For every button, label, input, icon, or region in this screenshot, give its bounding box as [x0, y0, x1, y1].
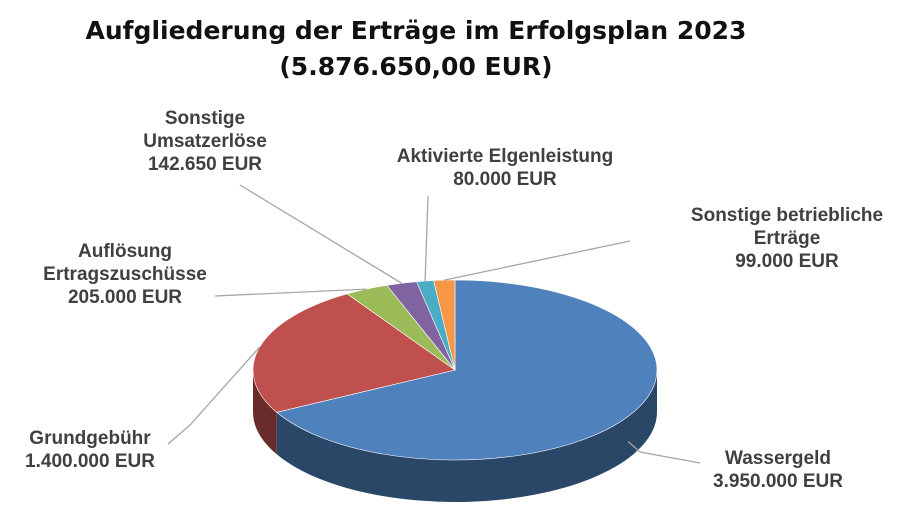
label-value: 99.000 EUR — [735, 251, 839, 272]
label-value: 1.400.000 EUR — [25, 451, 155, 472]
label-value: 3.950.000 EUR — [713, 471, 843, 492]
slice-side — [253, 370, 277, 455]
data-label: Auflösung Ertragszuschüsse 205.000 EUR — [25, 240, 225, 309]
slice-side — [276, 370, 657, 502]
leader-line — [167, 346, 261, 445]
label-category: Sonstige betriebliche Erträge — [690, 205, 884, 249]
pie-tops — [252, 279, 658, 461]
leader-line — [424, 195, 429, 282]
data-label: Aktivierte Elgenleistung 80.000 EUR — [355, 145, 655, 191]
leader-line — [444, 240, 631, 281]
label-value: 205.000 EUR — [67, 287, 183, 308]
data-label: Wassergeld 3.950.000 EUR — [678, 447, 878, 493]
leader-line — [214, 288, 367, 297]
leader-line — [627, 441, 701, 464]
label-category: Aktivierte Elgenleistung — [396, 146, 614, 167]
chart-subtitle: (5.876.650,00 EUR) — [279, 52, 553, 81]
label-category: Sonstige Umsatzerlöse — [143, 108, 267, 152]
chart-title: Aufgliederung der Erträge im Erfolgsplan… — [85, 16, 747, 45]
leader-line — [239, 184, 402, 284]
label-category: Wassergeld — [725, 448, 831, 469]
label-category: Grundgebühr — [29, 428, 151, 449]
label-value: 80.000 EUR — [453, 169, 557, 190]
slice — [276, 279, 658, 461]
slice — [433, 279, 456, 371]
data-label: Sonstige betriebliche Erträge 99.000 EUR — [657, 204, 912, 273]
data-label: Sonstige Umsatzerlöse 142.650 EUR — [130, 107, 280, 176]
pie-sides — [253, 370, 657, 502]
data-label: Grundgebühr 1.400.000 EUR — [0, 427, 190, 473]
label-category: Auflösung Ertragszuschüsse — [43, 241, 207, 285]
label-value: 142.650 EUR — [147, 154, 263, 175]
